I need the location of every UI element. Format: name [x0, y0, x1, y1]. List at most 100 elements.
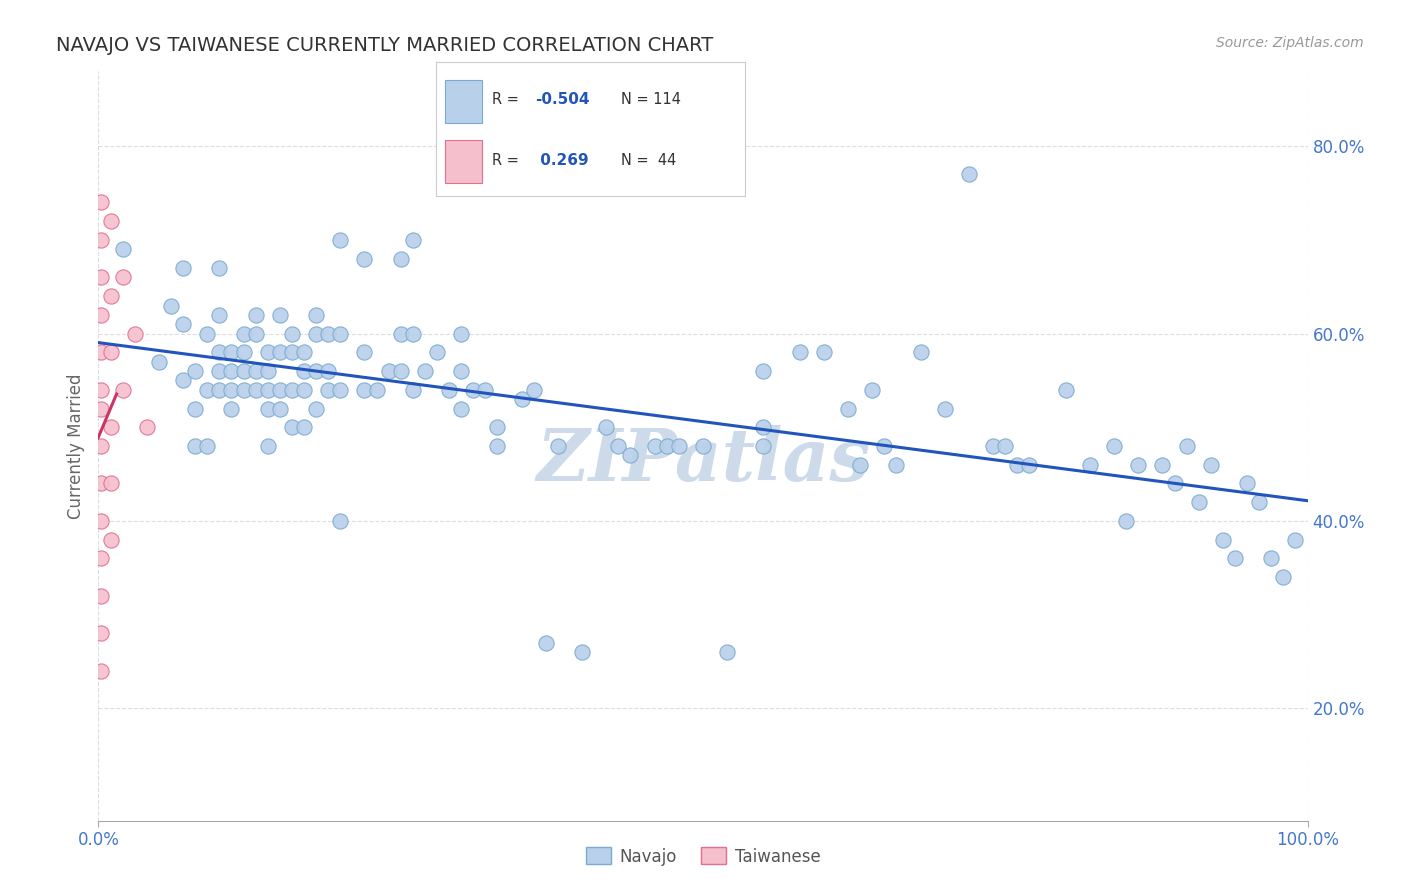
Point: [77, 607, 100, 622]
Text: R =: R =: [492, 153, 527, 168]
Point: [716, 645, 738, 659]
Point: [860, 383, 883, 397]
Point: [752, 439, 775, 453]
Point: [90, 626, 112, 640]
Point: [1152, 458, 1174, 472]
Point: [232, 364, 254, 378]
Point: [486, 420, 509, 434]
Point: [77, 214, 100, 228]
Point: [90, 270, 112, 285]
Point: [77, 252, 100, 266]
Point: [90, 589, 112, 603]
Point: [1236, 476, 1258, 491]
Point: [305, 326, 328, 341]
Point: [77, 476, 100, 491]
Point: [849, 458, 872, 472]
Point: [77, 551, 100, 566]
Point: [256, 345, 278, 359]
Point: [1188, 495, 1211, 509]
Text: N = 114: N = 114: [621, 93, 682, 107]
Point: [232, 345, 254, 359]
Point: [77, 458, 100, 472]
Point: [90, 551, 112, 566]
Point: [329, 326, 352, 341]
Point: [160, 298, 183, 313]
Point: [534, 635, 557, 649]
Point: [111, 383, 134, 397]
Point: [281, 420, 304, 434]
Point: [1163, 476, 1185, 491]
Point: [402, 383, 425, 397]
Point: [256, 401, 278, 416]
Point: [305, 308, 328, 322]
Point: [655, 439, 678, 453]
Point: [256, 439, 278, 453]
Legend: Navajo, Taiwanese: Navajo, Taiwanese: [579, 841, 827, 872]
Point: [90, 383, 112, 397]
Point: [353, 383, 375, 397]
Point: [752, 420, 775, 434]
Point: [292, 345, 315, 359]
Point: [77, 682, 100, 697]
Point: [245, 383, 267, 397]
Point: [668, 439, 690, 453]
Point: [77, 514, 100, 528]
Text: Source: ZipAtlas.com: Source: ZipAtlas.com: [1216, 36, 1364, 50]
Point: [1175, 439, 1198, 453]
Point: [208, 345, 231, 359]
Point: [1054, 383, 1077, 397]
Point: [547, 439, 569, 453]
Point: [100, 214, 122, 228]
Point: [77, 495, 100, 509]
Point: [172, 374, 194, 388]
Point: [90, 345, 112, 359]
Point: [1212, 533, 1234, 547]
Point: [450, 326, 472, 341]
Point: [437, 383, 460, 397]
Point: [100, 533, 122, 547]
Point: [221, 364, 243, 378]
FancyBboxPatch shape: [446, 79, 482, 122]
Point: [813, 345, 835, 359]
Point: [450, 364, 472, 378]
Point: [77, 570, 100, 584]
Point: [221, 345, 243, 359]
Point: [245, 326, 267, 341]
Point: [1284, 533, 1306, 547]
Point: [90, 308, 112, 322]
Point: [90, 476, 112, 491]
Point: [305, 364, 328, 378]
Point: [329, 514, 352, 528]
Point: [90, 401, 112, 416]
Point: [100, 345, 122, 359]
Point: [77, 326, 100, 341]
Point: [316, 383, 339, 397]
Point: [389, 364, 412, 378]
Point: [100, 289, 122, 303]
Point: [1102, 439, 1125, 453]
Point: [172, 261, 194, 276]
Point: [256, 364, 278, 378]
Point: [77, 420, 100, 434]
Point: [789, 345, 811, 359]
Point: [77, 533, 100, 547]
Point: [292, 383, 315, 397]
Point: [77, 401, 100, 416]
Point: [402, 326, 425, 341]
Point: [1199, 458, 1222, 472]
Point: [474, 383, 496, 397]
Point: [486, 439, 509, 453]
Point: [232, 383, 254, 397]
Point: [463, 383, 485, 397]
Text: -0.504: -0.504: [534, 93, 589, 107]
Point: [316, 364, 339, 378]
Point: [221, 401, 243, 416]
Point: [100, 420, 122, 434]
Point: [281, 383, 304, 397]
Point: [195, 383, 218, 397]
Point: [316, 326, 339, 341]
Point: [256, 383, 278, 397]
Point: [90, 439, 112, 453]
Point: [1115, 514, 1137, 528]
Point: [366, 383, 388, 397]
